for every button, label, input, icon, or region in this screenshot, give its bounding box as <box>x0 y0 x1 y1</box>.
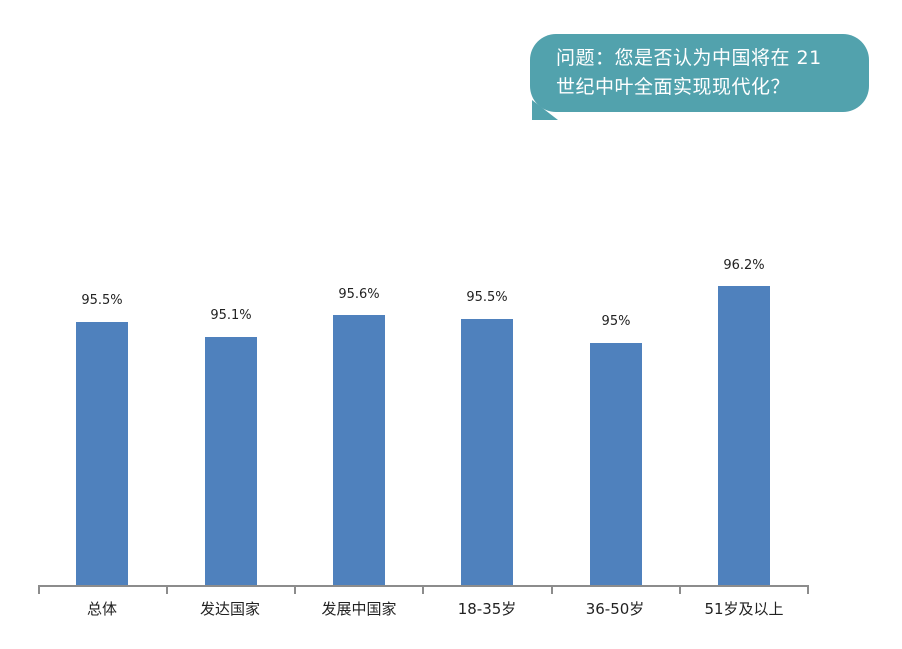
question-line-1: 问题：您是否认为中国将在 21 <box>556 47 822 69</box>
value-label: 95.1% <box>210 308 252 323</box>
value-label: 95% <box>601 314 631 329</box>
bar-18-35 <box>461 319 513 585</box>
axis-tick <box>679 585 681 594</box>
value-label: 95.6% <box>338 287 380 302</box>
axis-tick <box>294 585 296 594</box>
category-label: 18-35岁 <box>457 600 517 618</box>
bar-51-plus <box>718 286 770 585</box>
axis-tick <box>551 585 553 594</box>
value-label: 95.5% <box>81 293 123 308</box>
category-label: 发展中国家 <box>321 600 397 618</box>
value-label: 96.2% <box>723 258 765 273</box>
axis-tick <box>166 585 168 594</box>
value-label: 95.5% <box>466 290 508 305</box>
category-label: 发达国家 <box>199 600 260 618</box>
bar-developing <box>333 315 385 585</box>
bar-36-50 <box>590 343 642 585</box>
category-label: 36-50岁 <box>585 600 645 618</box>
question-line-2: 世纪中叶全面实现现代化？ <box>556 76 791 98</box>
bar-overall <box>76 322 128 585</box>
axis-tick <box>422 585 424 594</box>
axis-tick <box>38 585 40 594</box>
bar-developed <box>205 337 257 585</box>
category-label: 总体 <box>86 600 117 618</box>
question-text: 问题：您是否认为中国将在 21 世纪中叶全面实现现代化？ <box>530 34 869 112</box>
category-label: 51岁及以上 <box>704 600 784 618</box>
axis-tick <box>807 585 809 594</box>
